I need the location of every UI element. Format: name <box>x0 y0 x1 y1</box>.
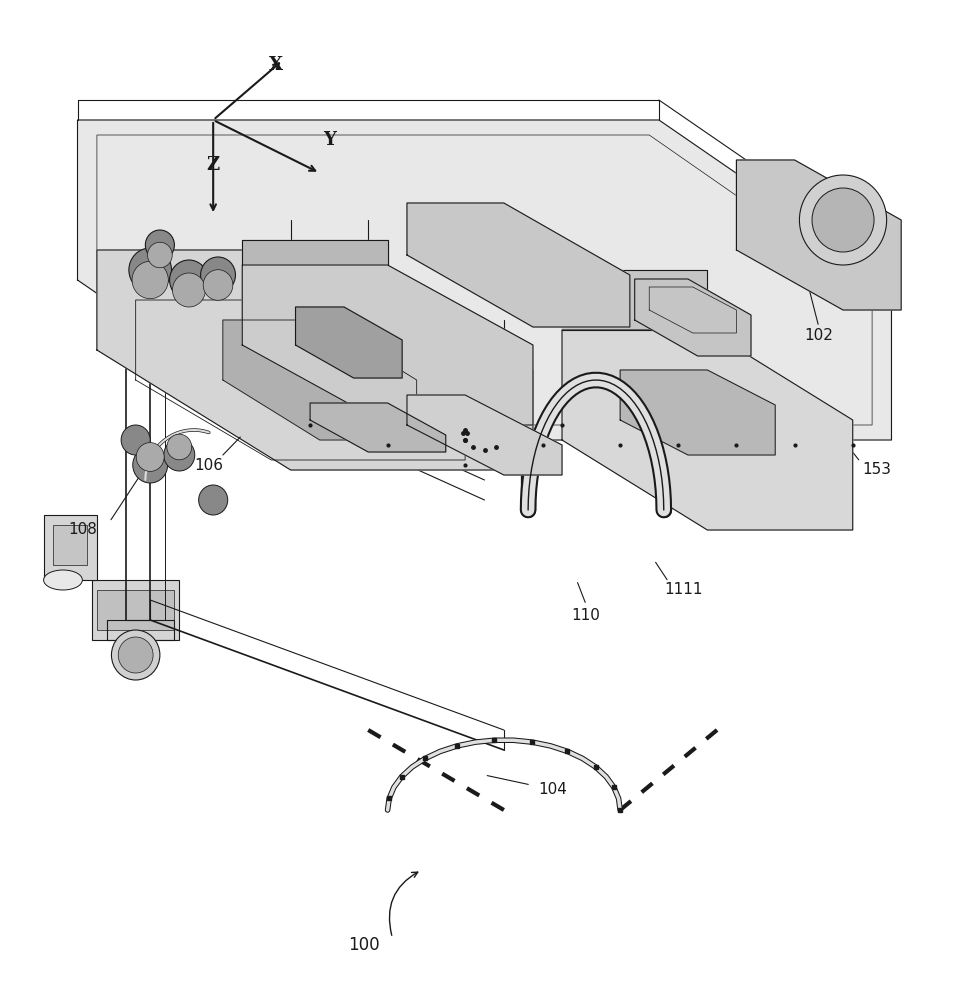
Circle shape <box>167 434 192 460</box>
Circle shape <box>111 630 160 680</box>
Polygon shape <box>736 160 901 310</box>
Circle shape <box>799 175 887 265</box>
Bar <box>53 525 87 565</box>
Polygon shape <box>562 270 707 330</box>
Polygon shape <box>635 279 751 356</box>
Circle shape <box>118 637 153 673</box>
Text: 112: 112 <box>271 392 300 408</box>
Bar <box>446 330 465 450</box>
Polygon shape <box>310 403 446 452</box>
Polygon shape <box>407 203 630 327</box>
Circle shape <box>132 261 169 299</box>
Polygon shape <box>296 307 402 378</box>
Circle shape <box>121 425 150 455</box>
Circle shape <box>164 439 195 471</box>
Polygon shape <box>407 395 562 475</box>
Text: 114: 114 <box>344 308 373 322</box>
Bar <box>44 515 97 580</box>
Text: Z: Z <box>206 156 220 174</box>
Text: 106: 106 <box>194 458 223 473</box>
Circle shape <box>812 188 874 252</box>
Text: 102: 102 <box>804 328 833 342</box>
Polygon shape <box>223 320 417 440</box>
Bar <box>422 330 446 450</box>
Text: 153: 153 <box>862 462 891 478</box>
Text: 100: 100 <box>349 936 380 954</box>
Circle shape <box>172 273 205 307</box>
Text: 108: 108 <box>68 522 97 538</box>
Circle shape <box>203 270 233 300</box>
Text: 110: 110 <box>572 607 601 622</box>
Circle shape <box>137 443 164 471</box>
Circle shape <box>170 260 208 300</box>
Circle shape <box>199 485 228 515</box>
Circle shape <box>129 248 172 292</box>
Ellipse shape <box>44 570 82 590</box>
Text: 103: 103 <box>538 308 567 322</box>
Text: Y: Y <box>323 131 336 149</box>
Polygon shape <box>242 240 388 265</box>
Circle shape <box>145 230 174 260</box>
Polygon shape <box>97 250 533 470</box>
Text: 101: 101 <box>397 332 426 348</box>
Circle shape <box>147 242 172 268</box>
Circle shape <box>201 257 235 293</box>
Text: 104: 104 <box>538 782 567 798</box>
Text: 1111: 1111 <box>664 582 703 597</box>
Text: 152: 152 <box>620 358 649 372</box>
Circle shape <box>133 447 168 483</box>
Bar <box>92 580 179 640</box>
Bar <box>799 220 824 240</box>
Polygon shape <box>78 120 891 440</box>
Polygon shape <box>620 370 775 455</box>
Polygon shape <box>242 265 533 425</box>
Text: X: X <box>269 56 283 74</box>
Bar <box>97 590 174 630</box>
Polygon shape <box>562 330 853 530</box>
Text: 151: 151 <box>736 502 766 518</box>
